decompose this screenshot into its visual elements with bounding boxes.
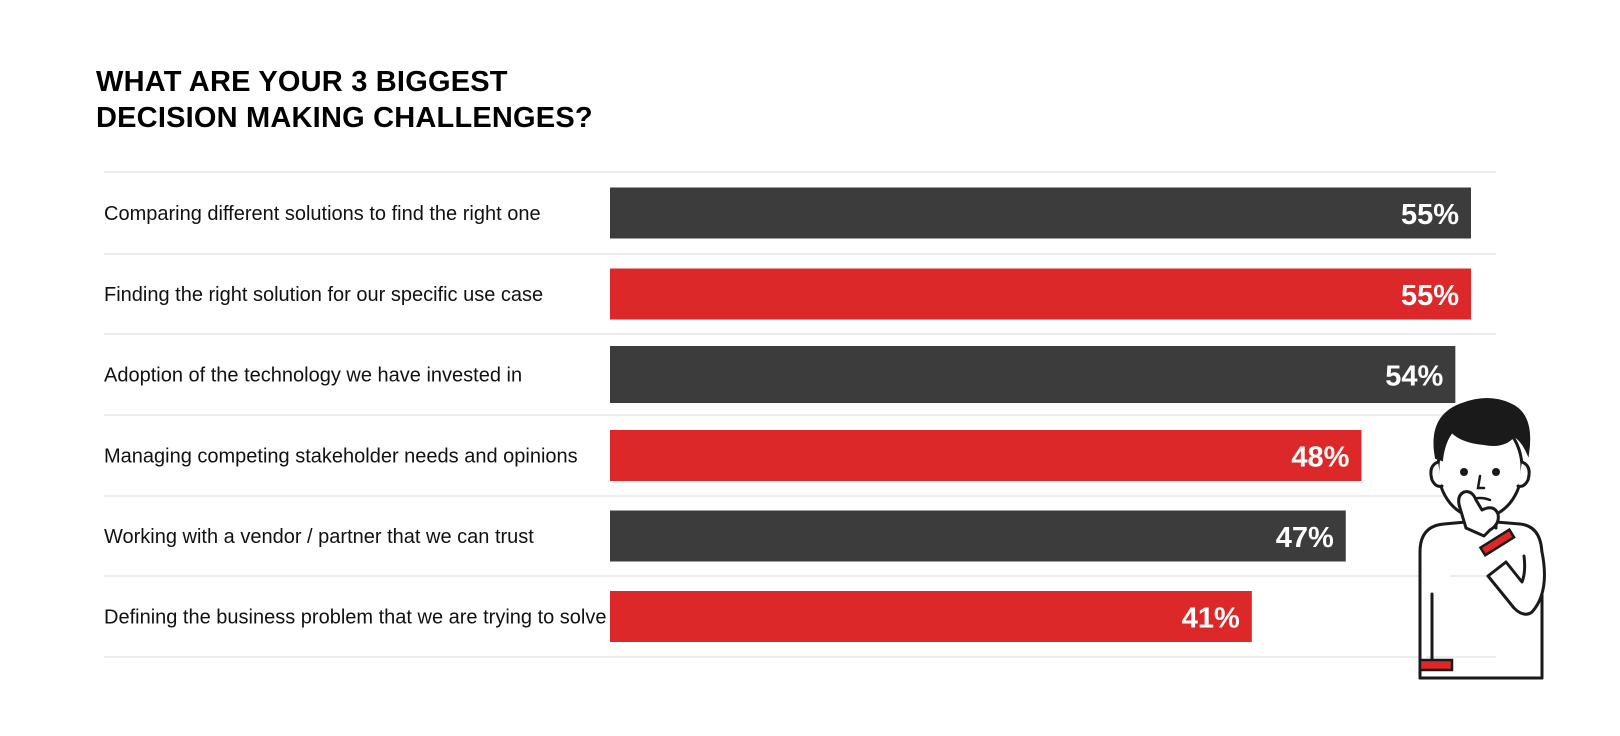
value-label-1: 55% <box>1401 199 1459 231</box>
chart-title-line-1: WHAT ARE YOUR 3 BIGGEST <box>96 66 508 98</box>
bar-1 <box>610 187 1471 239</box>
bar-3 <box>610 346 1456 403</box>
category-labels: Comparing different solutions to find th… <box>104 203 607 629</box>
chart-title: WHAT ARE YOUR 3 BIGGEST DECISION MAKING … <box>96 64 593 136</box>
category-label-1: Comparing different solutions to find th… <box>104 203 541 225</box>
value-label-4: 48% <box>1291 442 1349 474</box>
value-labels: 55% 55% 54% 48% 47% 41% <box>1182 199 1459 635</box>
category-label-4: Managing competing stakeholder needs and… <box>104 446 578 468</box>
bar-5 <box>610 510 1346 562</box>
bars <box>610 187 1471 642</box>
row-dividers <box>104 171 1496 658</box>
value-label-5: 47% <box>1276 522 1334 554</box>
bar-6 <box>610 591 1252 642</box>
category-label-2: Finding the right solution for our speci… <box>104 284 543 306</box>
category-label-6: Defining the business problem that we ar… <box>104 607 607 629</box>
value-label-3: 54% <box>1385 361 1443 393</box>
category-label-5: Working with a vendor / partner that we … <box>104 526 534 548</box>
value-label-6: 41% <box>1182 603 1240 635</box>
chart-title-line-2: DECISION MAKING CHALLENGES? <box>96 102 593 134</box>
value-label-2: 55% <box>1401 280 1459 312</box>
category-label-3: Adoption of the technology we have inves… <box>104 365 522 387</box>
thinking-person-icon <box>1418 398 1546 680</box>
bar-2 <box>610 268 1471 320</box>
bar-4 <box>610 430 1362 481</box>
